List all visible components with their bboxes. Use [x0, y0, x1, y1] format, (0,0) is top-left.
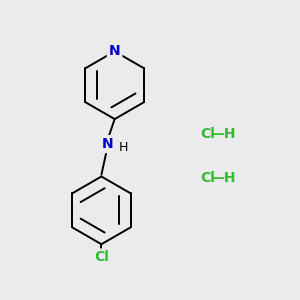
Text: —H: —H — [210, 127, 236, 141]
Text: H: H — [119, 141, 128, 154]
Text: Cl: Cl — [200, 127, 215, 141]
Text: Cl: Cl — [200, 171, 215, 185]
Text: —H: —H — [210, 171, 236, 185]
Text: Cl: Cl — [94, 250, 109, 265]
Text: N: N — [101, 137, 113, 151]
Text: N: N — [109, 44, 121, 58]
